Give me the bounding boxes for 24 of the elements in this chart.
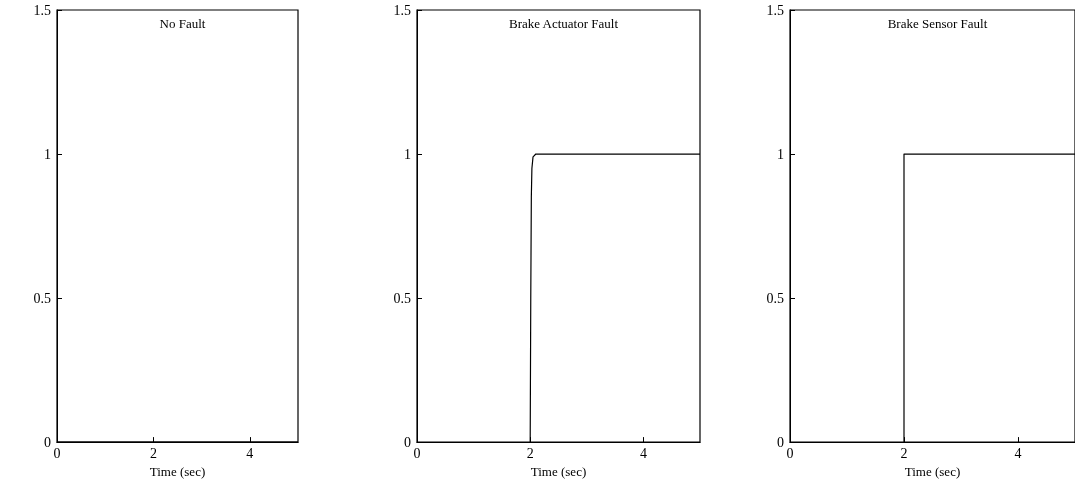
x-tick-label: 4: [639, 445, 647, 461]
y-tick-label: 1.5: [33, 2, 51, 18]
x-tick-label: 2: [526, 445, 534, 461]
y-tick-label: 0: [44, 434, 51, 450]
y-tick-label: 1: [777, 146, 784, 162]
chart-title: Brake Actuator Fault: [508, 16, 619, 31]
y-tick-label: 0.5: [33, 290, 51, 306]
x-axis-title: Time (sec): [530, 464, 587, 479]
y-tick-label: 1: [404, 146, 411, 162]
chart-title: Brake Sensor Fault: [887, 16, 988, 31]
text: No Fault: [159, 16, 206, 31]
x-tick-label: 4: [246, 445, 254, 461]
y-tick-label: 0: [404, 434, 411, 450]
y-tick-label: 1.5: [393, 2, 411, 18]
y-tick-label: 1: [44, 146, 51, 162]
y-tick-label: 0.5: [766, 290, 784, 306]
x-tick-label: 2: [149, 445, 157, 461]
x-tick-label: 2: [900, 445, 908, 461]
y-tick-label: 1.5: [766, 2, 784, 18]
y-tick-label: 0: [777, 434, 784, 450]
x-tick-label: 4: [1014, 445, 1022, 461]
x-axis-title: Time (sec): [149, 464, 206, 479]
x-axis-title: Time (sec): [904, 464, 961, 479]
y-tick-label: 0.5: [393, 290, 411, 306]
